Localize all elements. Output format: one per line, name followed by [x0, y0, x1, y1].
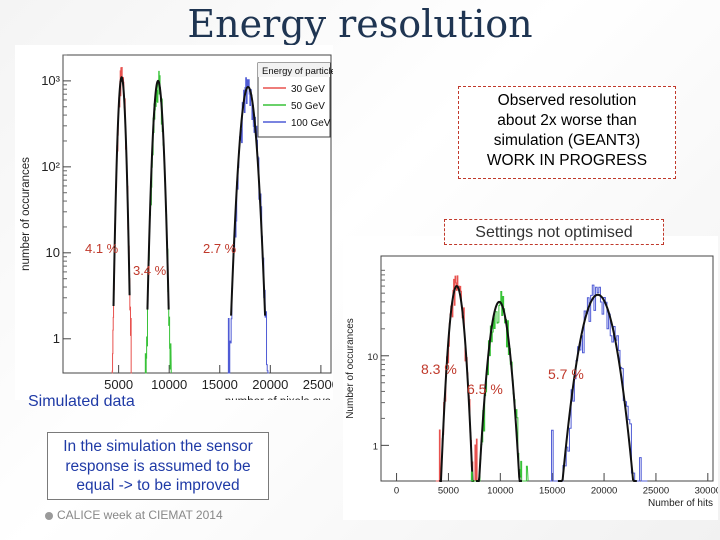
gaussian-fit-curve [146, 79, 170, 310]
x-tick-label: 5000 [104, 377, 133, 392]
y-tick-label: 1 [53, 331, 60, 346]
simulation-note-line: response is assumed to be [65, 457, 251, 475]
measured-histogram-panel: 0 5000 10000 15000 20000 25000 30000 1 10 Number … [343, 236, 720, 520]
resolution-label: 8.3 % [421, 361, 457, 377]
y-axis-title: number of occurances [20, 157, 32, 271]
footer: CALICE week at CIEMAT 2014 [45, 508, 223, 522]
gaussian-fit-curve [439, 285, 475, 482]
x-axis-title: number of pixels ove [225, 396, 331, 400]
x-tick-label: 25000 [303, 377, 333, 392]
observed-resolution-note: Observed resolution about 2x worse than … [458, 86, 676, 179]
resolution-label: 6.5 % [467, 381, 503, 397]
settings-note: Settings not optimised [444, 219, 664, 245]
x-tick-label: 15000 [539, 486, 565, 497]
legend-entry: 30 GeV [291, 84, 325, 95]
simulated-data-label: Simulated data [28, 393, 135, 410]
plot-frame [380, 255, 714, 482]
x-tick-label: 5000 [438, 486, 459, 497]
slide-title: Energy resolution [187, 2, 533, 46]
x-tick-label: 25000 [643, 486, 669, 497]
observed-note-line: Observed resolution [497, 92, 637, 109]
measured-histogram: 0 5000 10000 15000 20000 25000 30000 1 10 Number … [345, 255, 720, 509]
y-tick-label: 10 [46, 245, 60, 260]
y-tick-label: 1 [373, 441, 378, 452]
gaussian-fit-curve [476, 300, 522, 482]
legend-entry: 100 GeV [291, 118, 331, 129]
y-tick-label: 10² [41, 159, 60, 174]
simulated-histogram: 5000 10000 15000 20000 25000 1 10 10² 10³ number … [20, 54, 341, 408]
gaussian-fit-curve [230, 85, 267, 316]
x-tick-label: 20000 [591, 486, 617, 497]
x-tick-label: 20000 [252, 377, 288, 392]
legend-entry: 50 GeV [291, 101, 325, 112]
resolution-label: 5.7 % [548, 366, 584, 382]
observed-note-line: simulation (GEANT3) [493, 132, 641, 149]
x-tick-label: 30000 [695, 486, 718, 497]
simulated-histogram-panel: 5000 10000 15000 20000 25000 1 10 10² 10³ number … [15, 45, 341, 408]
resolution-label: 2.7 % [203, 241, 237, 256]
gaussian-fit-curve [557, 293, 637, 482]
x-tick-label: 15000 [202, 377, 238, 392]
y-tick-label: 10³ [41, 73, 60, 88]
observed-note-line: about 2x worse than [497, 112, 637, 129]
legend-header [258, 63, 330, 77]
y-axis-title: Number of occurances [345, 318, 356, 419]
x-tick-label: 10000 [151, 377, 187, 392]
legend-title: Energy of particles [262, 66, 333, 77]
y-tick-label: 10 [367, 352, 378, 363]
gaussian-fit-curve [112, 76, 131, 307]
observed-note-line: WORK IN PROGRESS [486, 152, 648, 169]
footer-text: CALICE week at CIEMAT 2014 [57, 508, 223, 522]
x-axis-title: Number of hits [648, 498, 713, 509]
x-tick-label: 10000 [487, 486, 513, 497]
resolution-label: 4.1 % [85, 241, 119, 256]
simulation-note: In the simulation the sensor response is… [47, 432, 269, 500]
simulation-note-line: In the simulation the sensor [63, 438, 253, 455]
resolution-label: 3.4 % [133, 263, 167, 278]
bullet-icon [45, 511, 53, 520]
simulation-note-line: equal -> to be improved [76, 477, 240, 494]
x-tick-label: 0 [394, 486, 399, 497]
histogram-series [549, 284, 648, 482]
